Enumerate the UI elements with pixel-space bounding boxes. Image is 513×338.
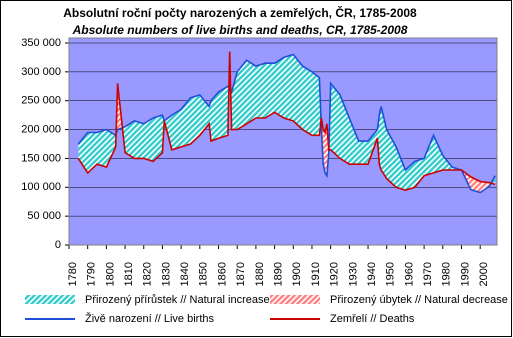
x-tick-label: 1940 (366, 262, 378, 286)
legend-swatch (25, 295, 75, 304)
x-tick-label: 1930 (347, 262, 359, 286)
x-tick-label: 1970 (422, 262, 434, 286)
x-tick-label: 1790 (86, 262, 98, 286)
x-tick-label: 1850 (198, 262, 210, 286)
series-line (77, 53, 496, 194)
x-tick-label: 1830 (160, 262, 172, 286)
y-tick-label: 350 000 (21, 37, 61, 49)
y-tick-label: 300 000 (21, 66, 61, 78)
x-tick-label: 1960 (403, 262, 415, 286)
y-tick-label: 50 000 (27, 210, 61, 222)
x-tick-label: 1860 (216, 262, 228, 286)
x-tick-label: 1980 (441, 262, 453, 286)
x-tick-label: 1820 (142, 262, 154, 286)
x-tick-label: 1950 (385, 262, 397, 286)
x-tick-label: 1900 (291, 262, 303, 286)
chart-subtitle: Absolute numbers of live births and deat… (72, 23, 408, 37)
y-tick-label: 250 000 (21, 95, 61, 107)
chart-title: Absolutní roční počty narozených a zemře… (63, 5, 417, 20)
y-tick-label: 200 000 (21, 123, 61, 135)
y-tick-label: 150 000 (21, 152, 61, 164)
y-tick-label: 0 (55, 239, 61, 251)
legend-label: Přirozený úbytek // Natural decrease (330, 294, 508, 306)
x-tick-label: 1910 (310, 262, 322, 286)
x-tick-label: 1990 (459, 262, 471, 286)
x-tick-label: 1920 (329, 262, 341, 286)
x-tick-label: 1880 (254, 262, 266, 286)
legend-label: Zemřelí // Deaths (330, 313, 415, 325)
y-tick-label: 100 000 (21, 181, 61, 193)
series-line (77, 51, 496, 192)
x-tick-label: 2000 (478, 262, 490, 286)
legend-label: Živě narození // Live births (85, 312, 215, 325)
x-tick-label: 1890 (272, 262, 284, 286)
x-tick-label: 1840 (179, 262, 191, 286)
x-tick-label: 1870 (235, 262, 247, 286)
x-tick-label: 1810 (123, 262, 135, 286)
plot-frame (68, 37, 498, 246)
legend-label: Přirozený přírůstek // Natural increase (85, 294, 270, 306)
x-tick-label: 1780 (67, 262, 79, 286)
x-tick-label: 1800 (104, 262, 116, 286)
legend-swatch (270, 295, 320, 304)
